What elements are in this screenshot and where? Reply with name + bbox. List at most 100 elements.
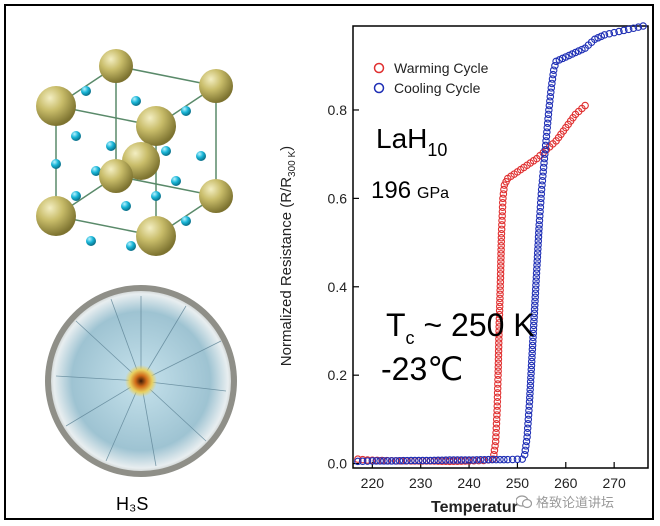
data-point-cooling (528, 353, 536, 362)
data-point-warming (497, 246, 505, 254)
data-point-warming (500, 185, 508, 194)
data-point-cooling (380, 457, 388, 465)
data-point-cooling (546, 97, 554, 105)
data-point-warming (496, 290, 504, 299)
data-point-cooling (530, 313, 538, 322)
data-point-cooling (639, 22, 647, 30)
data-point-cooling (434, 456, 442, 465)
data-point-cooling (354, 457, 362, 466)
data-point-cooling (536, 212, 544, 220)
data-point-cooling (484, 455, 493, 464)
data-point-warming (494, 351, 503, 359)
data-point-cooling (496, 455, 504, 464)
data-point-cooling (368, 457, 377, 465)
data-point-warming (494, 355, 503, 363)
celsius-label: -23℃ (381, 351, 463, 387)
data-point-cooling (376, 457, 384, 465)
legend-marker-cooling (373, 82, 385, 94)
data-point-cooling (533, 261, 541, 269)
data-point-cooling (538, 181, 546, 189)
data-point-cooling (523, 433, 531, 441)
data-point-cooling (605, 29, 614, 38)
data-point-cooling (476, 456, 485, 464)
data-point-cooling (422, 456, 431, 465)
data-point-warming (495, 302, 504, 311)
data-point-cooling (543, 123, 551, 132)
data-point-warming (496, 298, 504, 307)
data-point-cooling (544, 115, 552, 123)
data-point-warming (496, 294, 504, 303)
data-point-cooling (526, 377, 535, 386)
data-point-cooling (525, 397, 534, 406)
x-tick-label: 270 (602, 475, 626, 491)
x-tick-label: 220 (361, 475, 385, 491)
data-point-warming (493, 406, 501, 415)
data-point-cooling (540, 154, 549, 163)
data-point-warming (490, 446, 499, 455)
data-point-cooling (538, 176, 547, 185)
data-point-warming (497, 258, 505, 266)
data-point-cooling (534, 241, 542, 249)
data-point-cooling (453, 456, 462, 464)
data-point-cooling (545, 106, 553, 114)
data-point-warming (495, 339, 503, 347)
legend-marker-warming (373, 62, 385, 74)
data-point-warming (495, 331, 503, 339)
data-point-cooling (438, 456, 446, 464)
watermark-text: 格致论道讲坛 (536, 495, 615, 510)
x-tick-label: 250 (506, 475, 530, 491)
data-point-cooling (533, 257, 541, 265)
material-label: LaH10 (376, 123, 447, 160)
data-point-cooling (547, 88, 555, 97)
data-point-cooling (541, 141, 550, 150)
data-point-cooling (521, 446, 530, 455)
data-point-warming (492, 424, 501, 432)
data-point-cooling (527, 357, 536, 366)
data-point-cooling (415, 456, 423, 465)
data-point-cooling (465, 456, 473, 464)
data-point-cooling (540, 159, 548, 167)
x-tick-label: 230 (409, 475, 433, 491)
data-point-warming (495, 314, 504, 323)
data-point-warming (495, 319, 504, 327)
data-point-cooling (539, 168, 547, 176)
data-point-cooling (529, 333, 537, 342)
data-point-cooling (531, 293, 539, 301)
data-point-warming (498, 216, 506, 225)
y-tick-label: 0.2 (328, 367, 348, 383)
data-point-cooling (610, 28, 618, 37)
data-point-warming (496, 286, 504, 294)
data-point-cooling (551, 62, 559, 70)
data-point-cooling (533, 253, 542, 261)
data-point-cooling (548, 79, 556, 88)
data-point-cooling (534, 245, 542, 253)
data-point-cooling (537, 185, 546, 194)
data-point-cooling (469, 456, 477, 464)
data-point-cooling (529, 321, 538, 330)
data-point-cooling (634, 23, 643, 31)
data-point-warming (491, 442, 499, 450)
data-point-cooling (543, 119, 552, 127)
data-point-warming (492, 428, 500, 437)
data-point-warming (493, 397, 502, 406)
data-point-cooling (529, 329, 538, 338)
data-point-cooling (535, 216, 544, 225)
data-point-warming (496, 270, 505, 278)
y-axis: 0.0 0.2 0.4 0.6 0.8 (328, 102, 359, 472)
data-point-cooling (518, 455, 527, 463)
y-tick-label: 0.6 (328, 190, 348, 206)
x-tick-label: 240 (457, 475, 481, 491)
data-point-cooling (526, 389, 534, 398)
data-point-warming (493, 411, 501, 419)
data-point-cooling (534, 229, 543, 237)
data-point-cooling (442, 456, 450, 464)
data-point-warming (497, 229, 506, 238)
data-point-warming (492, 433, 500, 441)
data-point-cooling (539, 172, 547, 181)
data-point-cooling (522, 437, 531, 446)
data-point-cooling (513, 455, 522, 464)
data-point-cooling (624, 25, 633, 34)
data-point-cooling (534, 233, 543, 241)
data-point-cooling (541, 150, 549, 158)
data-point-cooling (533, 265, 541, 273)
